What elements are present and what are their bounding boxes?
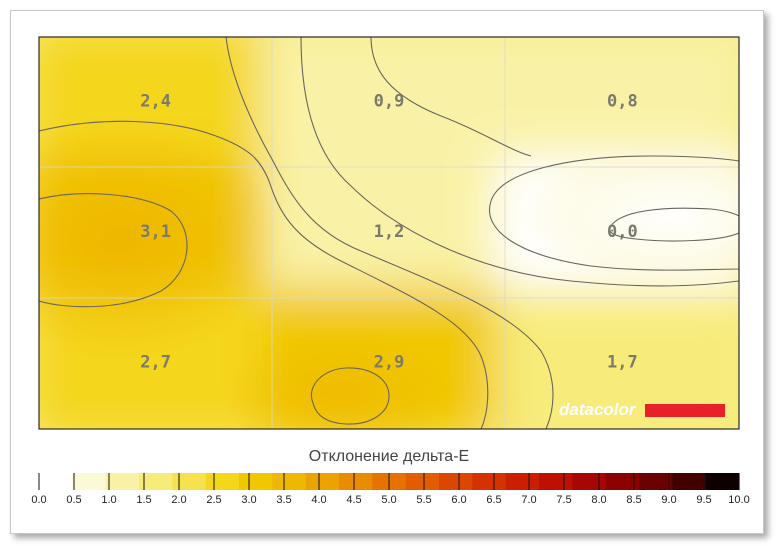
colorbar-tick-label: 7.0 xyxy=(521,494,536,506)
colorbar-tick-label: 10.0 xyxy=(728,494,749,506)
colorbar-segment xyxy=(472,473,507,490)
cell-value-label: 1,7 xyxy=(607,353,638,373)
cell-value-label: 0,0 xyxy=(607,222,638,242)
colorbar-tick-label: 9.5 xyxy=(696,494,711,506)
grid-lines xyxy=(39,37,739,429)
colorbar-segment xyxy=(439,473,473,490)
datacolor-logo: datacolor xyxy=(559,400,725,419)
heatmap-cell xyxy=(262,37,516,178)
colorbar-tick-label: 5.5 xyxy=(416,494,431,506)
colorbar-tick-label: 3.0 xyxy=(241,494,256,506)
colorbar-segment xyxy=(672,473,707,490)
colorbar-segment xyxy=(639,473,673,490)
colorbar-segment xyxy=(705,473,740,490)
colorbar-tick-label: 8.5 xyxy=(626,494,641,506)
colorbar-tick-label: 9.0 xyxy=(661,494,676,506)
colorbar-tick-label: 2.0 xyxy=(171,494,186,506)
brand-bar xyxy=(645,404,725,417)
cell-labels: 2,4 0,9 0,8 3,1 1,2 0,0 2,7 2,9 1,7 xyxy=(140,91,637,372)
heatmap-plot: 2,4 0,9 0,8 3,1 1,2 0,0 2,7 2,9 1,7 datacolor xyxy=(39,37,739,429)
colorbar xyxy=(39,473,740,490)
cell-value-label: 2,9 xyxy=(374,353,405,373)
cell-value-label: 2,7 xyxy=(140,353,171,373)
cell-value-label: 1,2 xyxy=(374,222,405,242)
colorbar-segment xyxy=(172,473,207,490)
colorbar-segment xyxy=(339,473,373,490)
colorbar-segment xyxy=(605,473,640,490)
heatmap-cell xyxy=(262,157,516,309)
colorbar-ticks: 0.0 0.5 1.0 1.5 2.0 2.5 3.0 3.5 4.0 4.5 5.0 5.5 6.0 6… xyxy=(31,473,750,506)
colorbar-segment xyxy=(239,473,273,490)
colorbar-tick-label: 4.5 xyxy=(346,494,361,506)
colorbar-tick-label: 6.5 xyxy=(486,494,501,506)
plot-border xyxy=(38,36,740,430)
colorbar-tick-label: 1.0 xyxy=(101,494,116,506)
colorbar-segment xyxy=(205,473,240,490)
colorbar-segment xyxy=(72,473,107,490)
cell-value-label: 2,4 xyxy=(140,91,171,111)
colorbar-tick-label: 0.0 xyxy=(31,494,46,506)
colorbar-tick-label: 8.0 xyxy=(591,494,606,506)
colorbar-tick-label: 1.5 xyxy=(136,494,151,506)
colorbar-segment xyxy=(105,473,140,490)
colorbar-tick-label: 5.0 xyxy=(381,494,396,506)
colorbar-segment xyxy=(305,473,340,490)
chart-frame: 2,4 0,9 0,8 3,1 1,2 0,0 2,7 2,9 1,7 datacolor От… xyxy=(10,10,764,534)
cell-value-label: 3,1 xyxy=(140,222,171,242)
contour-lines xyxy=(39,37,739,429)
colorbar-segment xyxy=(405,473,440,490)
chart: 2,4 0,9 0,8 3,1 1,2 0,0 2,7 2,9 1,7 datacolor От… xyxy=(31,36,750,506)
colorbar-tick-label: 3.5 xyxy=(276,494,291,506)
colorbar-segment xyxy=(39,473,73,490)
colorbar-segment xyxy=(505,473,540,490)
colorbar-tick-label: 2.5 xyxy=(206,494,221,506)
colorbar-segment xyxy=(272,473,307,490)
cell-value-label: 0,9 xyxy=(374,91,405,111)
cell-value-label: 0,8 xyxy=(607,91,638,111)
brand-text: datacolor xyxy=(559,400,637,419)
colorbar-segment xyxy=(539,473,573,490)
colorbar-title: Отклонение дельта-E xyxy=(309,448,469,465)
colorbar-tick-label: 6.0 xyxy=(451,494,466,506)
colorbar-tick-label: 0.5 xyxy=(66,494,81,506)
colorbar-segment xyxy=(572,473,607,490)
colorbar-tick-label: 4.0 xyxy=(311,494,326,506)
colorbar-tick-label: 7.5 xyxy=(556,494,571,506)
colorbar-segment xyxy=(139,473,173,490)
